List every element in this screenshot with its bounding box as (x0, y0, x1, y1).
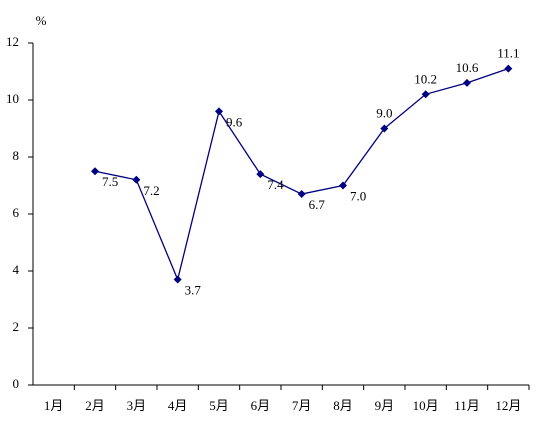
x-tick-label: 2月 (85, 398, 105, 413)
data-point (173, 275, 182, 284)
data-point (91, 167, 99, 176)
x-tick-label: 10月 (413, 398, 439, 413)
value-label: 9.6 (226, 114, 243, 129)
x-tick-label: 12月 (495, 398, 521, 413)
data-point (339, 181, 347, 190)
y-tick-label: 4 (13, 262, 20, 277)
value-label: 7.2 (143, 183, 159, 198)
data-point (132, 175, 141, 184)
data-point (256, 170, 265, 179)
value-label: 6.7 (309, 197, 326, 212)
value-label: 7.4 (267, 177, 284, 192)
value-label: 10.6 (456, 60, 479, 75)
series-line (94, 68, 509, 282)
value-label: 9.0 (376, 105, 392, 120)
x-tick-label: 4月 (168, 398, 188, 413)
value-label: 11.1 (497, 46, 519, 61)
x-tick-label: 9月 (375, 398, 395, 413)
y-tick-label: 2 (13, 319, 20, 334)
x-tick-label: 3月 (127, 398, 147, 413)
y-tick-label: 10 (6, 91, 19, 106)
y-tick-label: 0 (13, 376, 20, 391)
y-axis-label: % (36, 13, 47, 28)
data-point (215, 107, 223, 116)
data-point (421, 90, 430, 99)
data-point (297, 190, 306, 199)
x-tick-label: 7月 (292, 398, 312, 413)
y-tick-label: 8 (13, 148, 20, 163)
data-point (380, 124, 389, 133)
value-label: 7.0 (350, 188, 366, 203)
value-label: 3.7 (185, 283, 202, 298)
x-tick-label: 6月 (251, 398, 271, 413)
data-point (504, 64, 513, 73)
x-tick-label: 8月 (333, 398, 353, 413)
x-tick-label: 11月 (454, 398, 480, 413)
y-tick-label: 6 (13, 205, 20, 220)
x-tick-label: 5月 (209, 398, 229, 413)
data-point (463, 78, 471, 87)
x-tick-label: 1月 (44, 398, 64, 413)
value-label: 10.2 (414, 71, 437, 86)
value-label: 7.5 (102, 174, 118, 189)
y-tick-label: 12 (6, 34, 19, 49)
